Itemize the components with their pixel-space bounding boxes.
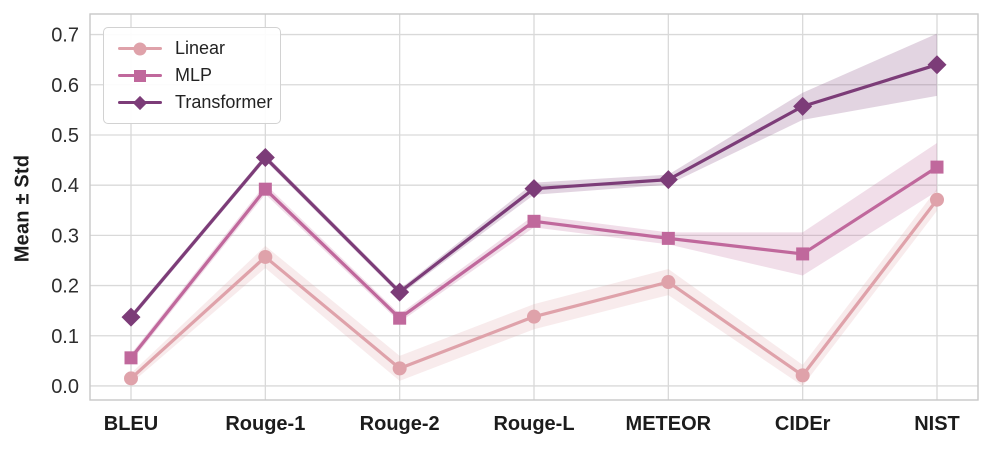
- y-tick-label: 0.0: [51, 376, 79, 398]
- legend: Linear MLP Transformer: [103, 27, 281, 124]
- data-point-transformer: [793, 96, 813, 116]
- y-tick-label: 0.1: [51, 326, 79, 348]
- x-tick-label: Rouge-2: [360, 413, 440, 435]
- data-point-linear: [392, 361, 407, 376]
- legend-item-linear: Linear: [118, 35, 268, 62]
- data-point-mlp: [393, 311, 407, 325]
- std-band-linear: [131, 188, 937, 386]
- y-tick-label: 0.6: [51, 75, 79, 97]
- legend-label-mlp: MLP: [175, 65, 213, 85]
- data-point-linear: [795, 368, 810, 383]
- axes-spines: [89, 13, 979, 401]
- y-tick-label: 0.2: [51, 276, 79, 298]
- data-point-transformer: [658, 170, 678, 190]
- legend-item-transformer: Transformer: [118, 89, 272, 116]
- data-point-linear: [930, 192, 944, 207]
- legend-label-transformer: Transformer: [175, 92, 273, 112]
- x-tick-label: Rouge-L: [493, 413, 574, 435]
- data-point-transformer: [390, 282, 410, 302]
- data-point-linear: [661, 275, 676, 290]
- data-point-linear: [258, 249, 273, 264]
- y-tick-label: 0.4: [51, 175, 79, 197]
- x-tick-label: BLEU: [104, 413, 158, 435]
- data-point-mlp: [796, 247, 810, 261]
- data-point-mlp: [258, 182, 272, 196]
- data-point-transformer: [524, 179, 544, 199]
- x-tick-label: NIST: [914, 413, 960, 435]
- x-tick-label: Rouge-1: [225, 413, 305, 435]
- x-tick-label: CIDEr: [775, 413, 831, 435]
- data-point-linear: [124, 371, 138, 386]
- data-point-mlp: [661, 231, 675, 245]
- data-point-transformer: [121, 307, 141, 327]
- legend-item-mlp: MLP: [118, 62, 268, 89]
- data-point-transformer: [927, 55, 947, 75]
- x-tick-label: METEOR: [626, 413, 712, 435]
- y-tick-label: 0.5: [51, 125, 79, 147]
- mlp-series-icon: [118, 68, 162, 84]
- linear-series-icon: [118, 41, 162, 57]
- y-tick-label: 0.3: [51, 225, 79, 247]
- data-point-mlp: [527, 214, 541, 228]
- y-axis-label: Mean ± Std: [11, 154, 34, 263]
- data-point-transformer: [255, 148, 275, 168]
- transformer-series-icon: [118, 95, 162, 111]
- data-point-mlp: [124, 351, 138, 365]
- legend-label-linear: Linear: [175, 38, 226, 58]
- data-point-mlp: [930, 160, 944, 174]
- y-tick-label: 0.7: [51, 25, 79, 47]
- data-point-linear: [527, 309, 541, 324]
